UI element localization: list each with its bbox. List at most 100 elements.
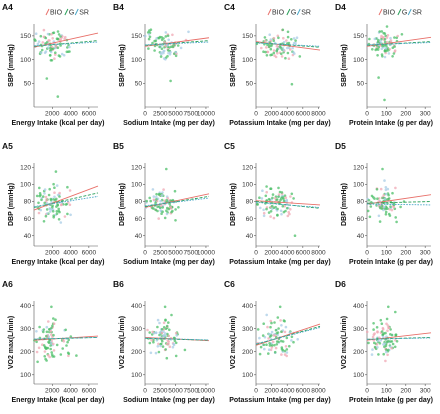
y-axis-label: SBP (mmHg) xyxy=(230,44,237,87)
scatter-point xyxy=(280,212,283,216)
scatter-point xyxy=(48,327,51,331)
scatter-point xyxy=(376,197,379,200)
scatter-point xyxy=(272,51,276,55)
scatter-point xyxy=(148,331,151,334)
scatter-point xyxy=(267,197,271,201)
scatter-point xyxy=(267,337,270,340)
scatter-point xyxy=(262,50,265,53)
x-tick-label: 300 xyxy=(420,388,431,395)
scatter-point xyxy=(162,334,165,338)
regression-line-g xyxy=(366,201,432,204)
scatter-point xyxy=(282,319,286,322)
scatter-point xyxy=(183,348,187,352)
scatter-point xyxy=(171,345,175,349)
scatter-point xyxy=(283,194,287,197)
y-axis-label: DBP (mmHg) xyxy=(119,183,126,226)
x-tick-label: 2000 xyxy=(45,388,60,395)
scatter-point xyxy=(179,46,183,50)
scatter-point xyxy=(267,45,271,49)
scatter-point xyxy=(283,204,287,208)
scatter-point xyxy=(53,186,56,189)
scatter-point xyxy=(149,351,153,355)
regression-line-sr xyxy=(33,195,99,208)
scatter-point xyxy=(40,48,44,52)
scatter-point xyxy=(378,220,382,223)
scatter-point xyxy=(57,218,61,221)
panel-label: A5 xyxy=(2,141,13,151)
scatter-point xyxy=(269,319,273,323)
scatter-point xyxy=(45,346,48,350)
scatter-point xyxy=(163,305,167,309)
scatter-point xyxy=(59,35,62,38)
panel-label: C6 xyxy=(224,279,235,289)
scatter-point xyxy=(384,213,388,216)
scatter-point xyxy=(162,326,166,329)
scatter-point xyxy=(51,210,55,213)
scatter-point xyxy=(43,355,46,358)
scatter-point xyxy=(148,35,152,39)
scatter-point xyxy=(268,33,272,36)
scatter-point xyxy=(54,51,57,54)
scatter-point xyxy=(66,185,69,189)
x-tick-label: 4000 xyxy=(280,388,295,395)
scatter-point xyxy=(384,331,387,335)
scatter-point xyxy=(162,321,166,325)
scatter-point xyxy=(379,318,383,322)
scatter-point xyxy=(165,324,169,328)
legend-label-g: G xyxy=(291,10,296,17)
y-tick-label: 400 xyxy=(20,303,31,310)
scatter-point xyxy=(400,33,404,36)
scatter-point xyxy=(52,322,56,326)
scatter-point xyxy=(292,197,295,200)
scatter-points xyxy=(33,28,71,98)
scatter-point xyxy=(164,58,167,61)
scatter-point xyxy=(264,50,267,54)
scatter-point xyxy=(283,330,287,334)
scatter-point xyxy=(391,342,395,346)
scatter-point xyxy=(38,325,41,329)
scatter-point xyxy=(52,342,55,346)
scatter-point xyxy=(44,42,47,45)
legend-swatch-bio xyxy=(378,8,383,16)
scatter-point xyxy=(371,335,375,339)
scatter-point xyxy=(292,340,295,344)
scatter-point xyxy=(37,346,41,350)
panel-a6: A6 100 200 300 400 2000 4000 6000 Energy Intake … xyxy=(2,279,104,404)
scatter-point xyxy=(290,335,294,339)
scatter-point xyxy=(158,206,162,209)
x-tick-label: 2500 xyxy=(153,250,168,257)
y-tick-label: 80 xyxy=(135,199,143,206)
scatter-point xyxy=(273,343,276,347)
scatter-point xyxy=(64,328,67,332)
scatter-point xyxy=(273,350,277,354)
panel-label: C5 xyxy=(224,141,235,151)
x-tick-label: 0 xyxy=(254,388,258,395)
scatter-points xyxy=(367,25,404,102)
scatter-point xyxy=(383,49,387,53)
scatter-point xyxy=(278,305,282,309)
scatter-point xyxy=(383,55,387,59)
scatter-point xyxy=(272,206,276,209)
x-tick-label: 0 xyxy=(365,111,369,118)
scatter-point xyxy=(35,350,39,354)
scatter-point xyxy=(290,82,294,86)
scatter-point xyxy=(387,339,390,343)
scatter-point xyxy=(383,179,386,182)
x-tick-label: 6000 xyxy=(296,111,311,118)
scatter-point xyxy=(262,322,266,326)
scatter-point xyxy=(280,339,283,343)
scatter-point xyxy=(393,49,397,52)
scatter-point xyxy=(376,346,379,349)
legend-label-sr: SR xyxy=(412,10,422,17)
scatter-point xyxy=(55,210,59,213)
scatter-point xyxy=(161,340,164,343)
scatter-points xyxy=(256,185,297,237)
panel-label: A6 xyxy=(2,279,13,289)
scatter-point xyxy=(380,207,384,210)
scatter-point xyxy=(373,37,377,41)
scatter-point xyxy=(43,51,47,55)
scatter-point xyxy=(384,186,388,189)
scatter-point xyxy=(270,344,274,347)
scatter-point xyxy=(45,208,49,211)
